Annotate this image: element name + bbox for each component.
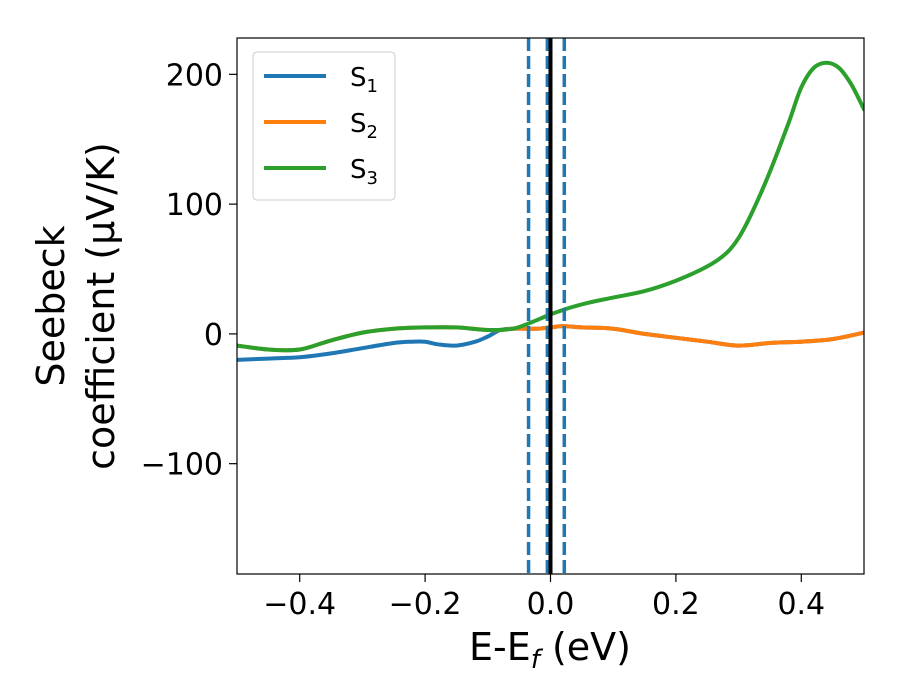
x-tick-label: 0.2	[652, 587, 700, 622]
y-tick-label: 200	[166, 58, 223, 93]
x-tick-label: 0.4	[777, 587, 825, 622]
y-tick-label: 100	[166, 188, 223, 223]
series-line-S3	[237, 60, 864, 353]
x-tick-label: −0.4	[263, 587, 336, 622]
reference-lines	[526, 38, 567, 574]
legend-box	[252, 51, 396, 201]
y-axis-label-line1: Seebeck	[29, 225, 73, 386]
y-tick-label: 0	[204, 318, 223, 353]
y-tick-label: −100	[141, 448, 223, 483]
legend: S1 S2 S3	[252, 51, 396, 201]
y-axis-label: Seebeck coefficient (μV/K)	[29, 142, 123, 470]
x-tick-label: 0.0	[527, 587, 575, 622]
y-axis-label-line2: coefficient (μV/K)	[79, 142, 123, 470]
x-axis-label-unit: (eV)	[540, 625, 631, 669]
x-axis-label-main: E-E	[469, 625, 531, 669]
x-axis-label: E-Ef (eV)	[469, 625, 631, 675]
legend-label-S3: S3	[350, 155, 378, 189]
y-axis: −100 0 100 200	[141, 58, 237, 483]
legend-label-S2: S2	[350, 109, 378, 143]
x-tick-label: −0.2	[389, 587, 462, 622]
series-layer	[237, 60, 864, 362]
x-axis: −0.4 −0.2 0.0 0.2 0.4	[263, 574, 825, 622]
legend-label-S1: S1	[350, 63, 378, 97]
